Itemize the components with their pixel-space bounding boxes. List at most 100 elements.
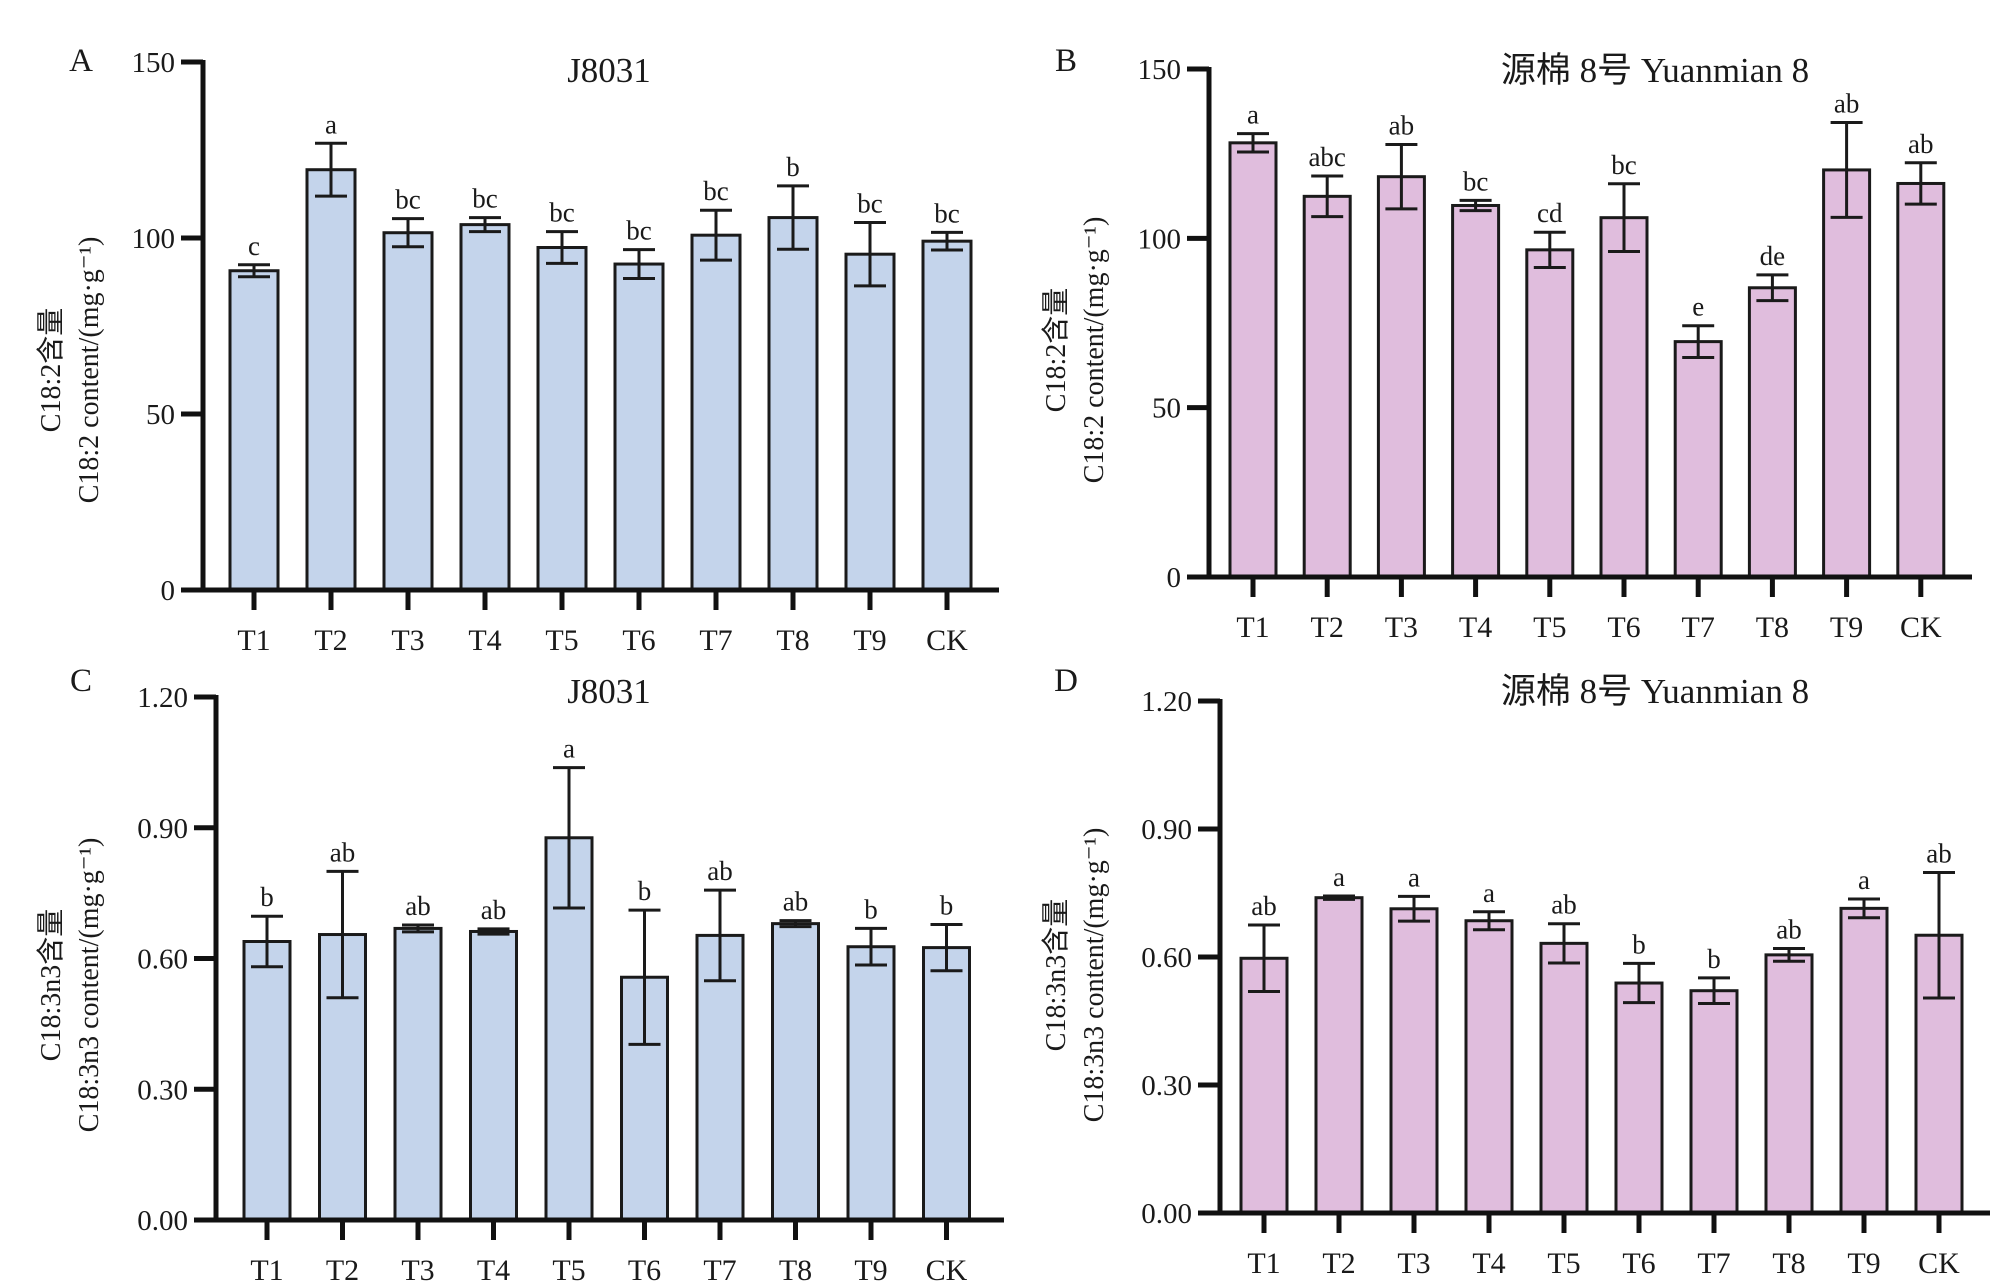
significance-label: b — [786, 152, 800, 182]
y-tick-label: 0 — [1167, 562, 1182, 594]
significance-label: b — [1632, 929, 1646, 959]
x-tick-label: T2 — [1311, 611, 1344, 644]
significance-label: ab — [481, 895, 506, 925]
significance-label: ab — [1834, 89, 1859, 119]
y-axis-label-en: C18:3n3 content/(mg·g⁻¹) — [74, 838, 105, 1133]
x-tick-label: T8 — [1772, 1247, 1805, 1280]
y-tick-label: 0.30 — [1141, 1070, 1192, 1102]
bar-t3 — [1376, 175, 1426, 579]
chart-title: 源棉 8号 Yuanmian 8 — [1501, 672, 1809, 711]
error-bar-t9 — [855, 926, 887, 967]
panel-b: B 源棉 8号 Yuanmian 8 C18:2含量 C18:2 content/(m… — [1040, 43, 1972, 644]
y-tick-label: 50 — [146, 399, 175, 431]
chart-title: J8031 — [567, 51, 651, 90]
y-tick-label: 1.20 — [1141, 686, 1192, 718]
bar-t4 — [469, 929, 518, 1222]
bar-ck — [922, 946, 971, 1222]
error-bar-t8 — [777, 184, 809, 251]
x-tick-label: T9 — [1830, 611, 1863, 644]
x-tick-label: T8 — [1756, 611, 1789, 644]
significance-label: a — [1333, 862, 1345, 892]
y-tick-label: 0.90 — [1141, 814, 1192, 846]
significance-label: ab — [330, 837, 355, 867]
bar-t9 — [844, 252, 896, 592]
bar-ck — [921, 239, 973, 592]
bar-t1 — [228, 269, 280, 592]
x-tick-label: T4 — [477, 1254, 510, 1287]
error-bar-t3 — [1385, 143, 1418, 211]
x-tick-label: T4 — [468, 624, 501, 657]
significance-label: bc — [1463, 166, 1489, 196]
significance-label: cd — [1537, 198, 1563, 228]
significance-label: a — [1408, 862, 1420, 892]
significance-label: bc — [472, 184, 498, 214]
x-tick-label: T9 — [1847, 1247, 1880, 1280]
panel-c: C J8031 C18:3n3含量 C18:3n3 content/(mg·g⁻¹) b… — [35, 663, 1004, 1287]
panel-letter: B — [1055, 43, 1077, 79]
error-bar-t7 — [700, 208, 732, 262]
bar-t9 — [846, 945, 896, 1222]
bar-t4 — [459, 223, 511, 592]
bar-t8 — [1764, 953, 1814, 1215]
y-axis-label-cn: C18:3n3含量 — [35, 909, 67, 1061]
x-tick-label: T3 — [401, 1254, 434, 1287]
significance-label: a — [1247, 100, 1259, 130]
panel-d: D 源棉 8号 Yuanmian 8 C18:3n3含量 C18:3n3 conten… — [1040, 663, 1990, 1280]
bar-t6 — [1614, 981, 1664, 1215]
error-bar-t9 — [854, 221, 886, 288]
error-bar-t1 — [251, 914, 283, 969]
x-tick-label: T4 — [1472, 1247, 1505, 1280]
significance-label: ab — [1926, 839, 1951, 869]
x-tick-label: T1 — [250, 1254, 283, 1287]
bar-t8 — [771, 922, 820, 1222]
bar-t6 — [613, 262, 665, 592]
significance-label: a — [563, 734, 575, 764]
bar-t2 — [305, 168, 357, 592]
x-tick-label: T5 — [1547, 1247, 1580, 1280]
x-tick-label: T5 — [552, 1254, 585, 1287]
significance-label: bc — [934, 198, 960, 228]
significance-label: abc — [1308, 142, 1345, 172]
x-tick-label: T2 — [1322, 1247, 1355, 1280]
significance-label: b — [864, 894, 878, 924]
error-bar-t4 — [469, 216, 501, 234]
panel-letter: C — [70, 663, 92, 699]
x-tick-label: CK — [1900, 611, 1942, 644]
bar-t7 — [695, 933, 745, 1222]
bar-t3 — [1389, 907, 1439, 1215]
panel-a: A J8031 C18:2含量 C18:2 content/(mg·g⁻¹) c T1 a T… — [35, 43, 999, 657]
error-bar-t6 — [1608, 182, 1640, 254]
error-bar-t5 — [1533, 230, 1566, 269]
bar-t1 — [1239, 956, 1289, 1215]
error-bar-t7 — [1682, 324, 1715, 360]
significance-label: c — [248, 231, 260, 261]
x-tick-label: T4 — [1459, 611, 1492, 644]
significance-label: bc — [1611, 150, 1637, 180]
significance-label: bc — [857, 189, 883, 219]
y-axis-label-cn: C18:2含量 — [35, 308, 67, 432]
bar-t5 — [1539, 941, 1589, 1215]
error-bar-t2 — [315, 141, 347, 198]
significance-label: ab — [1776, 914, 1801, 944]
y-tick-label: 0.00 — [137, 1205, 188, 1237]
y-axis-label-cn: C18:2含量 — [1040, 288, 1072, 412]
error-bar-t9 — [1848, 897, 1880, 920]
error-bar-t2 — [1311, 174, 1344, 219]
y-tick-label: 0.90 — [137, 813, 188, 845]
x-tick-label: T7 — [699, 624, 732, 657]
x-tick-label: T7 — [1697, 1247, 1730, 1280]
y-tick-label: 0.00 — [1141, 1198, 1192, 1230]
bar-t9 — [1839, 906, 1889, 1215]
error-bar-t1 — [238, 263, 270, 279]
x-tick-label: T9 — [854, 1254, 887, 1287]
significance-label: ab — [1908, 129, 1933, 159]
bar-ck — [1896, 181, 1946, 579]
x-tick-label: T9 — [853, 624, 886, 657]
bar-t7 — [690, 233, 742, 592]
y-tick-label: 0 — [161, 575, 176, 607]
y-tick-label: 1.20 — [137, 682, 188, 714]
y-tick-label: 100 — [1138, 223, 1182, 255]
chart-title: J8031 — [567, 672, 651, 711]
y-axis-label-en: C18:2 content/(mg·g⁻¹) — [1079, 217, 1110, 484]
bar-t6 — [1599, 216, 1649, 579]
